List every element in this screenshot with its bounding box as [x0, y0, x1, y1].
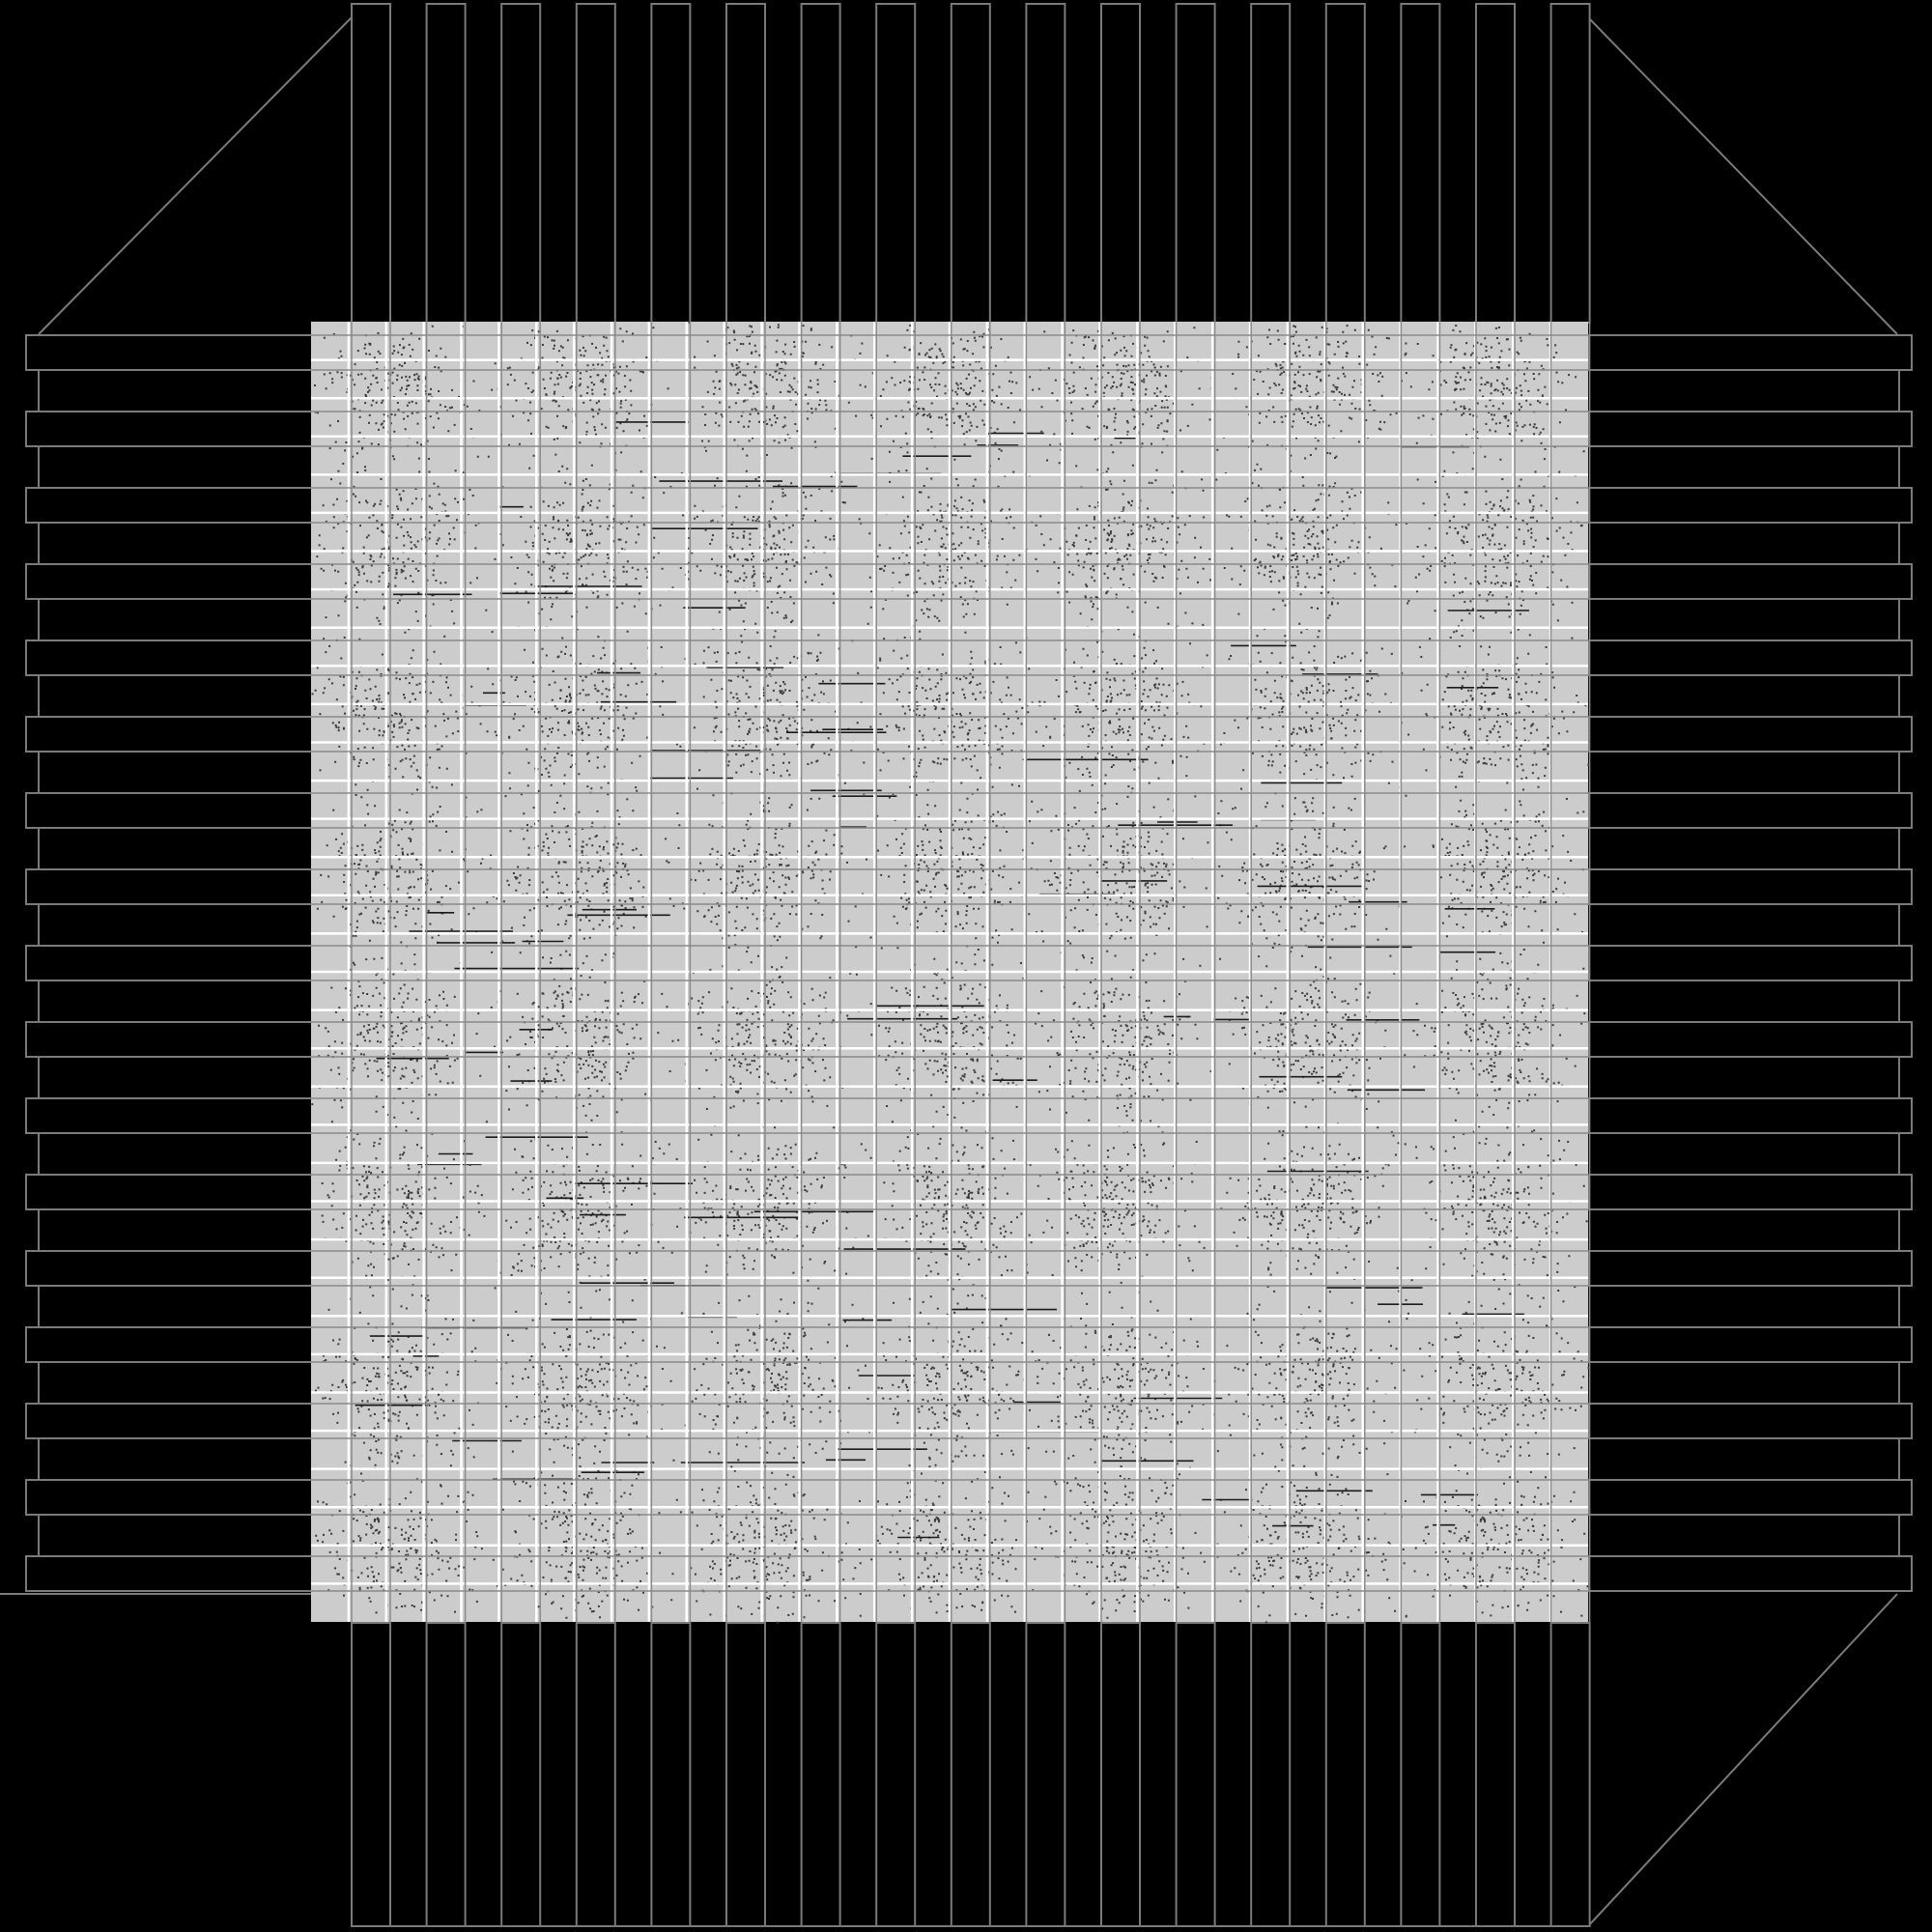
pin-traces [311, 322, 1591, 1622]
outline-edge-top-left [38, 16, 353, 335]
pin-top [1324, 3, 1366, 324]
pin-top [351, 3, 391, 324]
pin-bottom [1400, 1622, 1441, 1927]
pin-left [25, 868, 313, 905]
pin-bottom [351, 1622, 391, 1927]
pin-left [25, 411, 313, 447]
pin-left [25, 1555, 313, 1592]
pin-top [500, 3, 542, 324]
pin-right [1587, 563, 1913, 600]
pin-bottom [650, 1622, 692, 1927]
pin-top [1250, 3, 1292, 324]
pin-right [1587, 1174, 1913, 1210]
pin-right [1587, 792, 1913, 829]
pin-left [25, 639, 313, 676]
pin-left [25, 1479, 313, 1516]
pin-bottom [725, 1622, 766, 1927]
pin-bottom [1475, 1622, 1516, 1927]
pin-right [1587, 945, 1913, 981]
pin-bottom [1324, 1622, 1366, 1927]
pin-right [1587, 716, 1913, 753]
core-grid [311, 322, 1588, 1622]
pins-left [25, 334, 313, 1592]
pin-top [1475, 3, 1516, 324]
pin-right [1587, 334, 1913, 371]
pin-left [25, 1250, 313, 1287]
pin-bottom [1175, 1622, 1216, 1927]
pin-top [1549, 3, 1591, 324]
pin-left [25, 1326, 313, 1363]
pin-right [1587, 1021, 1913, 1058]
pin-top [425, 3, 467, 324]
pin-bottom [1100, 1622, 1141, 1927]
pin-right [1587, 1403, 1913, 1439]
pin-left [25, 563, 313, 600]
pin-bottom [1025, 1622, 1066, 1927]
pin-bottom [575, 1622, 616, 1927]
pin-top [1025, 3, 1066, 324]
pin-left [25, 945, 313, 981]
pin-left [25, 1097, 313, 1134]
pin-bottom [500, 1622, 542, 1927]
pins-right [1587, 334, 1913, 1592]
pin-bottom [425, 1622, 467, 1927]
pin-bottom [875, 1622, 917, 1927]
pin-right [1587, 1097, 1913, 1134]
pin-left [25, 1021, 313, 1058]
pin-right [1587, 1555, 1913, 1592]
outline-edge-top-right [1587, 16, 1898, 335]
pin-bottom [1250, 1622, 1292, 1927]
pins-bottom [351, 1622, 1591, 1927]
pin-top [950, 3, 991, 324]
pin-left [25, 334, 313, 371]
pin-left [25, 716, 313, 753]
pin-right [1587, 1479, 1913, 1516]
package-outline [0, 16, 1898, 1927]
pin-top [650, 3, 692, 324]
pin-top [1100, 3, 1141, 324]
pin-right [1587, 411, 1913, 447]
pin-top [725, 3, 766, 324]
pins-top [351, 3, 1591, 324]
outline-edge-bottom-right [1587, 1593, 1898, 1927]
pin-left [25, 1403, 313, 1439]
pin-bottom [1549, 1622, 1591, 1927]
pin-right [1587, 1250, 1913, 1287]
pin-left [25, 487, 313, 524]
pin-right [1587, 487, 1913, 524]
pin-right [1587, 1326, 1913, 1363]
pin-left [25, 1174, 313, 1210]
pin-right [1587, 639, 1913, 676]
pin-bottom [950, 1622, 991, 1927]
pin-top [575, 3, 616, 324]
pin-top [1400, 3, 1441, 324]
pin-right [1587, 868, 1913, 905]
pin-top [1175, 3, 1216, 324]
pin-bottom [800, 1622, 841, 1927]
pin-top [875, 3, 917, 324]
pin-left [25, 792, 313, 829]
pin-top [800, 3, 841, 324]
